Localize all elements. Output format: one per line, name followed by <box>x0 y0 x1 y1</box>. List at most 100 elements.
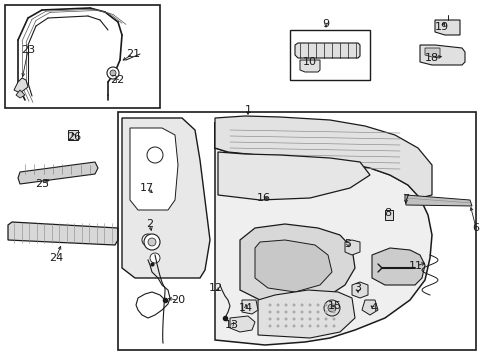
Text: 26: 26 <box>67 132 81 142</box>
Circle shape <box>147 147 163 163</box>
Circle shape <box>300 324 303 328</box>
Polygon shape <box>240 224 354 302</box>
Polygon shape <box>229 316 254 332</box>
Polygon shape <box>16 90 25 98</box>
Polygon shape <box>258 290 354 338</box>
Text: 10: 10 <box>303 57 316 67</box>
Circle shape <box>148 238 156 246</box>
Circle shape <box>284 324 287 328</box>
Polygon shape <box>8 222 118 245</box>
Circle shape <box>308 303 311 306</box>
Circle shape <box>143 234 160 250</box>
Circle shape <box>292 310 295 314</box>
Polygon shape <box>419 45 464 65</box>
Circle shape <box>308 318 311 320</box>
Text: 4: 4 <box>370 303 377 313</box>
Bar <box>289 30 369 80</box>
Text: 24: 24 <box>49 253 63 263</box>
Polygon shape <box>434 20 459 35</box>
Circle shape <box>332 310 335 314</box>
Text: 22: 22 <box>110 75 124 85</box>
Circle shape <box>316 324 319 328</box>
Text: 5: 5 <box>344 239 351 249</box>
Polygon shape <box>215 116 431 198</box>
Polygon shape <box>254 240 331 292</box>
Polygon shape <box>361 300 377 315</box>
Circle shape <box>300 310 303 314</box>
Circle shape <box>316 303 319 306</box>
Text: 3: 3 <box>354 283 361 293</box>
Circle shape <box>268 303 271 306</box>
Circle shape <box>276 318 279 320</box>
Text: 13: 13 <box>224 320 239 330</box>
Polygon shape <box>18 162 98 184</box>
Circle shape <box>300 303 303 306</box>
Circle shape <box>276 324 279 328</box>
Circle shape <box>110 70 116 76</box>
Circle shape <box>308 310 311 314</box>
Circle shape <box>308 324 311 328</box>
Text: 14: 14 <box>239 303 253 313</box>
Circle shape <box>284 310 287 314</box>
Polygon shape <box>299 60 319 72</box>
Bar <box>118 112 475 350</box>
Circle shape <box>324 303 327 306</box>
Circle shape <box>300 318 303 320</box>
Polygon shape <box>424 48 439 57</box>
Polygon shape <box>371 248 424 285</box>
Circle shape <box>150 253 160 263</box>
Text: 2: 2 <box>146 219 153 229</box>
Polygon shape <box>242 300 258 314</box>
Circle shape <box>332 303 335 306</box>
Text: 6: 6 <box>471 223 479 233</box>
Circle shape <box>107 67 119 79</box>
Polygon shape <box>68 130 78 140</box>
Polygon shape <box>215 122 431 345</box>
Text: 17: 17 <box>140 183 154 193</box>
Polygon shape <box>122 118 209 278</box>
Text: 20: 20 <box>171 295 184 305</box>
Circle shape <box>324 318 327 320</box>
Text: 18: 18 <box>424 53 438 63</box>
Polygon shape <box>384 210 392 220</box>
Polygon shape <box>345 240 359 255</box>
Circle shape <box>276 303 279 306</box>
Polygon shape <box>14 78 28 93</box>
Text: 12: 12 <box>208 283 223 293</box>
Text: 16: 16 <box>257 193 270 203</box>
Polygon shape <box>351 282 367 298</box>
Polygon shape <box>218 152 369 200</box>
Text: 7: 7 <box>402 194 409 204</box>
Circle shape <box>316 318 319 320</box>
Polygon shape <box>294 43 359 58</box>
Circle shape <box>292 318 295 320</box>
Polygon shape <box>404 195 471 206</box>
Text: 9: 9 <box>322 19 329 29</box>
Circle shape <box>284 303 287 306</box>
Circle shape <box>324 324 327 328</box>
Circle shape <box>324 300 339 316</box>
Circle shape <box>268 318 271 320</box>
Circle shape <box>324 310 327 314</box>
Circle shape <box>332 318 335 320</box>
Text: 23: 23 <box>21 45 35 55</box>
Bar <box>5 5 160 108</box>
Text: 15: 15 <box>327 301 341 311</box>
Circle shape <box>284 318 287 320</box>
Polygon shape <box>130 128 178 210</box>
Text: 11: 11 <box>408 261 422 271</box>
Text: 8: 8 <box>384 208 391 218</box>
Text: 19: 19 <box>434 22 448 32</box>
Circle shape <box>276 310 279 314</box>
Circle shape <box>292 324 295 328</box>
Circle shape <box>268 324 271 328</box>
Circle shape <box>316 310 319 314</box>
Text: 1: 1 <box>244 105 251 115</box>
Circle shape <box>268 310 271 314</box>
Circle shape <box>332 324 335 328</box>
Circle shape <box>142 234 154 246</box>
Circle shape <box>292 303 295 306</box>
Text: 21: 21 <box>126 49 140 59</box>
Circle shape <box>327 304 335 312</box>
Text: 25: 25 <box>35 179 49 189</box>
